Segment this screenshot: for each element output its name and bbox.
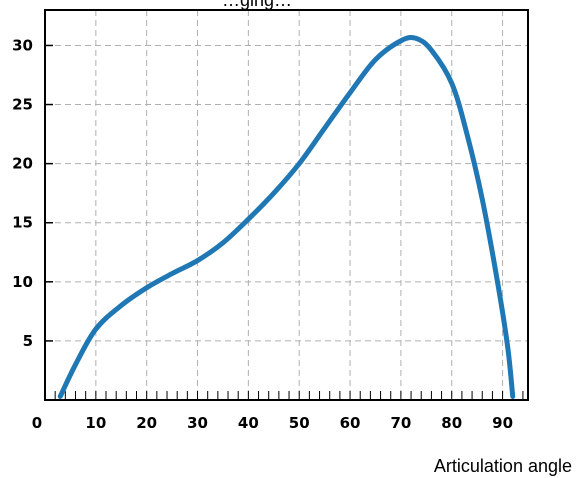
x-tick-label: 20 [136, 414, 157, 432]
y-tick-label: 5 [23, 332, 33, 350]
plot-area-frame [44, 9, 529, 401]
x-tick-label: 80 [441, 414, 462, 432]
x-tick-label: 0 [32, 414, 42, 432]
y-tick-labels: 5 10 15 20 25 30 [12, 36, 33, 349]
series-line [57, 34, 516, 399]
x-tick-label: 90 [492, 414, 513, 432]
x-axis-title: Articulation angle [434, 456, 572, 476]
x-tick-label: 50 [289, 414, 310, 432]
y-tick-label: 10 [12, 273, 33, 291]
x-tick-label: 10 [85, 414, 106, 432]
x-tick-label: 40 [238, 414, 259, 432]
y-tick-label: 20 [12, 155, 33, 173]
y-tick-label: 25 [12, 96, 33, 114]
x-tick-label: 60 [340, 414, 361, 432]
y-tick-label: 30 [12, 36, 33, 54]
y-tick-label: 15 [12, 214, 33, 232]
x-tick-label: 70 [390, 414, 411, 432]
x-tick-label: 30 [187, 414, 208, 432]
chart-title-fragment: …ging… [222, 0, 292, 10]
x-tick-labels: 0 10 20 30 40 50 60 70 80 90 [32, 414, 513, 432]
grid-lines [45, 10, 528, 400]
